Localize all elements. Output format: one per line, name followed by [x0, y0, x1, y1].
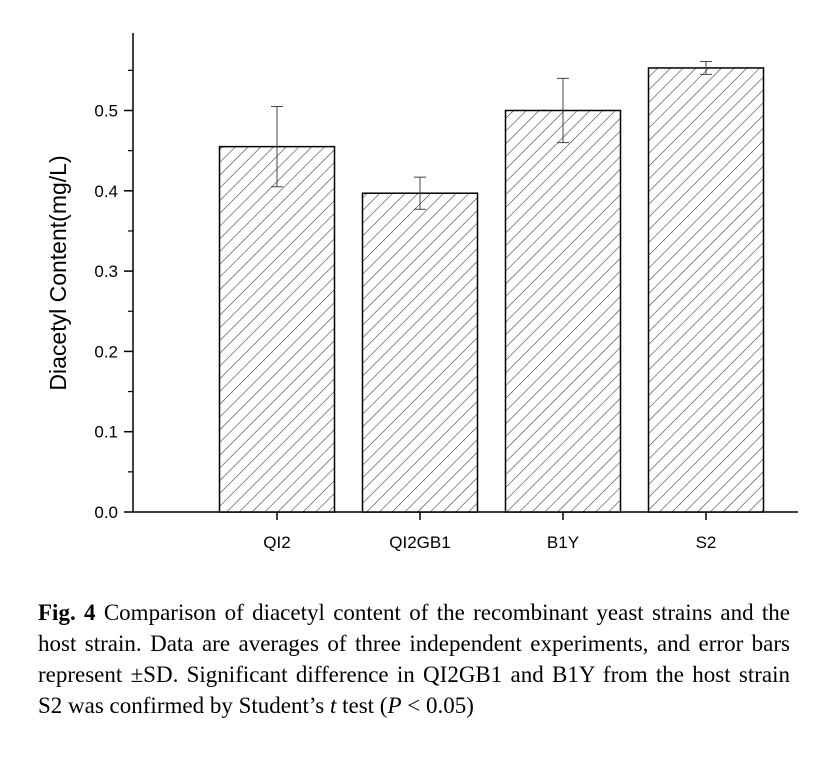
y-tick-label: 0.4 — [94, 182, 118, 201]
plot-area: 0.0 0.1 0.2 0.3 0.4 0.5 QI2 QI2GB1 B1Y S2 Diacet… — [45, 33, 798, 552]
bar-chart: 0.0 0.1 0.2 0.3 0.4 0.5 QI2 QI2GB1 B1Y S2 Diacet… — [45, 33, 798, 552]
caption-text: Comparison of diacetyl content of the re… — [38, 600, 790, 718]
y-tick-label: 0.1 — [94, 423, 118, 442]
bar-b1y — [504, 109, 622, 513]
figure-caption: Fig. 4 Comparison of diacetyl content of… — [38, 597, 790, 721]
bar-qi2 — [218, 145, 336, 513]
caption-text-3: < 0.05) — [401, 693, 474, 718]
x-ticks: QI2 QI2GB1 B1Y S2 — [263, 512, 716, 552]
caption-label: Fig. 4 — [38, 600, 96, 625]
bar-s2 — [647, 67, 765, 513]
caption-p-italic: P — [387, 693, 402, 718]
y-axis-label: Diacetyl Content(mg/L) — [45, 155, 71, 390]
caption-text-2: test ( — [336, 693, 388, 718]
x-tick-label: B1Y — [547, 533, 579, 552]
caption-t-italic: t — [329, 693, 337, 718]
bar-qi2gb1 — [361, 192, 479, 513]
y-tick-label: 0.5 — [94, 102, 118, 121]
bars — [218, 61, 765, 513]
y-tick-label: 0.3 — [94, 262, 118, 281]
x-tick-label: S2 — [696, 533, 717, 552]
x-tick-label: QI2 — [263, 533, 290, 552]
y-tick-label: 0.0 — [94, 503, 118, 522]
y-tick-label: 0.2 — [94, 342, 118, 361]
y-ticks: 0.0 0.1 0.2 0.3 0.4 0.5 — [94, 69, 133, 522]
x-tick-label: QI2GB1 — [389, 533, 450, 552]
